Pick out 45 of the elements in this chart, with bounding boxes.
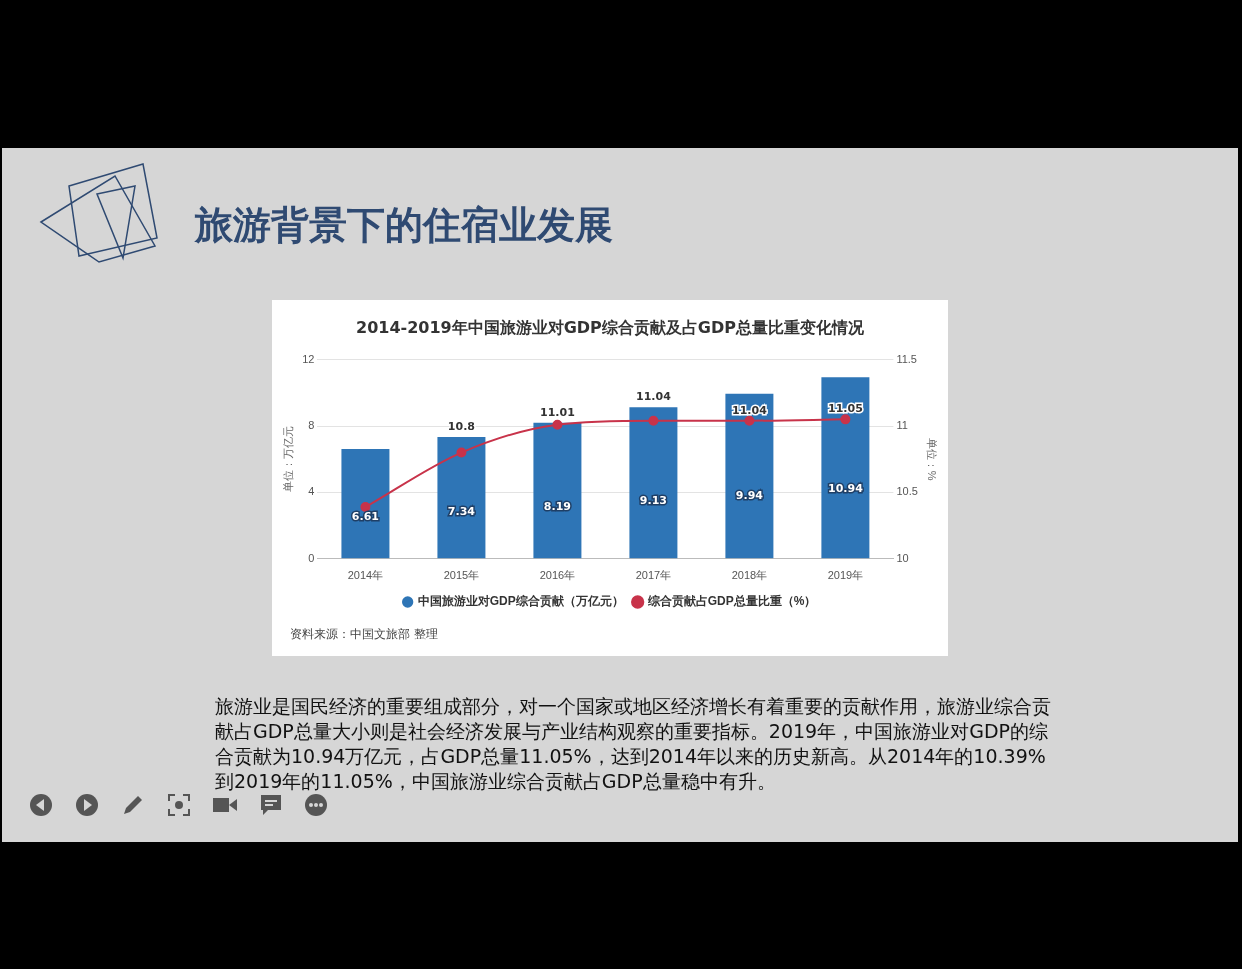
point (744, 415, 755, 426)
point (360, 502, 371, 513)
y-tick-label: 8 (308, 419, 315, 432)
data-label: 9.13 (639, 493, 667, 507)
x-tick-label: 2018年 (731, 569, 768, 582)
data-label: 7.34 (447, 505, 476, 519)
x-tick-label: 2015年 (443, 569, 480, 582)
y-tick-label: 4 (308, 485, 315, 498)
point (456, 447, 467, 458)
bar (725, 393, 774, 559)
x-tick-label: 2016年 (539, 569, 576, 582)
text: 旅游业是国民经济的重要组成部分，对一个国家或地区经济增长有着重要的贡献作用，旅游业综合贡献占GDP总量大小则是社会经济发展与产业结构观察的重要指标。2019年，中国旅游业对GDP的综合贡献为10.94万亿元，占GDP总量11.05%，达到2014年以来的历史新高。从2014年的10.39%到2019年的11.05%，中国旅游业综合贡献占GDP总量稳中有升。 (215, 694, 1052, 794)
data-label: 11.04 (732, 403, 768, 417)
bar (533, 422, 582, 559)
data-label: 9.94 (735, 488, 764, 502)
y2-tick-label: 11 (896, 419, 908, 432)
legend-label: 中国旅游业对GDP综合贡献（万亿元） (417, 594, 624, 609)
data-label: 10.8 (447, 419, 475, 433)
data-label: 11.04 (636, 390, 672, 404)
data-label: 10.94 (828, 482, 864, 496)
y2-tick-label: 11.5 (896, 352, 917, 365)
point (552, 419, 563, 430)
data-label: 11.05 (828, 402, 863, 416)
bar (341, 449, 390, 559)
bar (821, 377, 870, 559)
y2-tick-label: 10 (896, 551, 909, 564)
point (840, 414, 851, 425)
bar (437, 436, 486, 559)
x-tick-label: 2017年 (635, 569, 672, 582)
legend-label: 综合贡献占GDP总量比重（%） (646, 594, 817, 609)
data-label: 8.19 (543, 499, 571, 513)
y-tick-label: 0 (308, 551, 315, 564)
y-tick-label: 12 (302, 352, 315, 365)
x-tick-label: 2014年 (347, 569, 384, 582)
chart-subtitle: 2014-2019年中国旅游业对GDP综合贡献及占GDP总量比重变化情况 (355, 318, 865, 339)
y-axis-title: 单位：万亿元 (281, 426, 294, 493)
x-tick-label: 2019年 (827, 569, 864, 582)
bar (629, 407, 678, 559)
point (648, 415, 659, 426)
y2-axis-title: 单位：% (926, 437, 939, 481)
y2-tick-label: 10.5 (896, 485, 918, 498)
data-label: 6.61 (351, 509, 379, 523)
text: 资料来源：中国文旅部 整理 (290, 626, 438, 643)
chart-title: 旅游背景下的住宿业发展 (195, 202, 613, 249)
data-label: 11.01 (540, 405, 575, 419)
